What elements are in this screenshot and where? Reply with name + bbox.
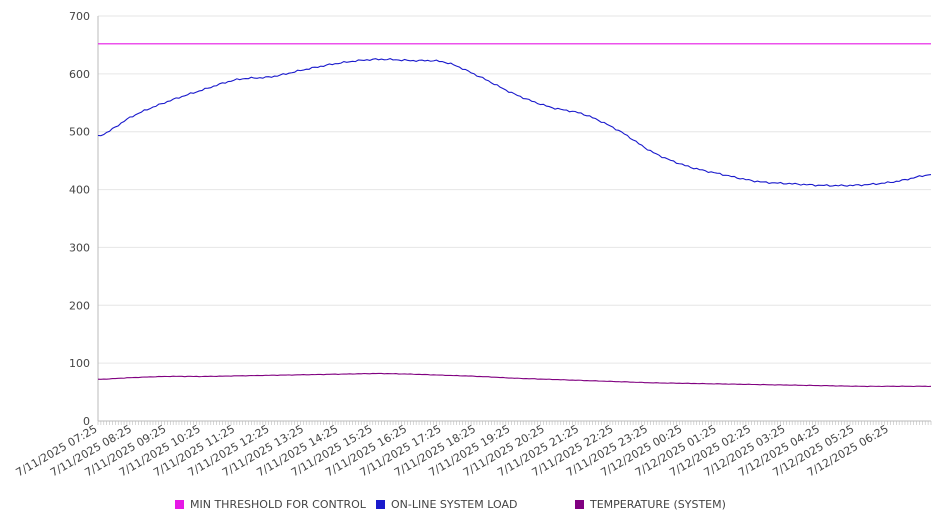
legend-label-min-threshold: MIN THRESHOLD FOR CONTROL [190,498,366,511]
y-tick-label: 200 [69,299,90,312]
legend-label-system-load: ON-LINE SYSTEM LOAD [391,498,518,511]
legend-item-min-threshold: MIN THRESHOLD FOR CONTROL [175,498,366,511]
series-line-system-load [97,58,932,187]
legend-item-system-load: ON-LINE SYSTEM LOAD [376,498,517,511]
legend-swatch-min-threshold [175,500,184,509]
y-tick-label: 100 [69,357,90,370]
y-tick-label: 700 [69,10,90,23]
legend-label-temperature: TEMPERATURE (SYSTEM) [590,498,726,511]
y-tick-label: 600 [69,68,90,81]
series-line-temperature [97,372,932,388]
legend: MIN THRESHOLD FOR CONTROL ON-LINE SYSTEM… [0,498,946,514]
y-tick-label: 0 [83,415,90,428]
legend-swatch-system-load [376,500,385,509]
legend-item-temperature: TEMPERATURE (SYSTEM) [575,498,726,511]
legend-swatch-temperature [575,500,584,509]
y-tick-label: 400 [69,184,90,197]
y-tick-label: 500 [69,126,90,139]
y-tick-label: 300 [69,241,90,254]
